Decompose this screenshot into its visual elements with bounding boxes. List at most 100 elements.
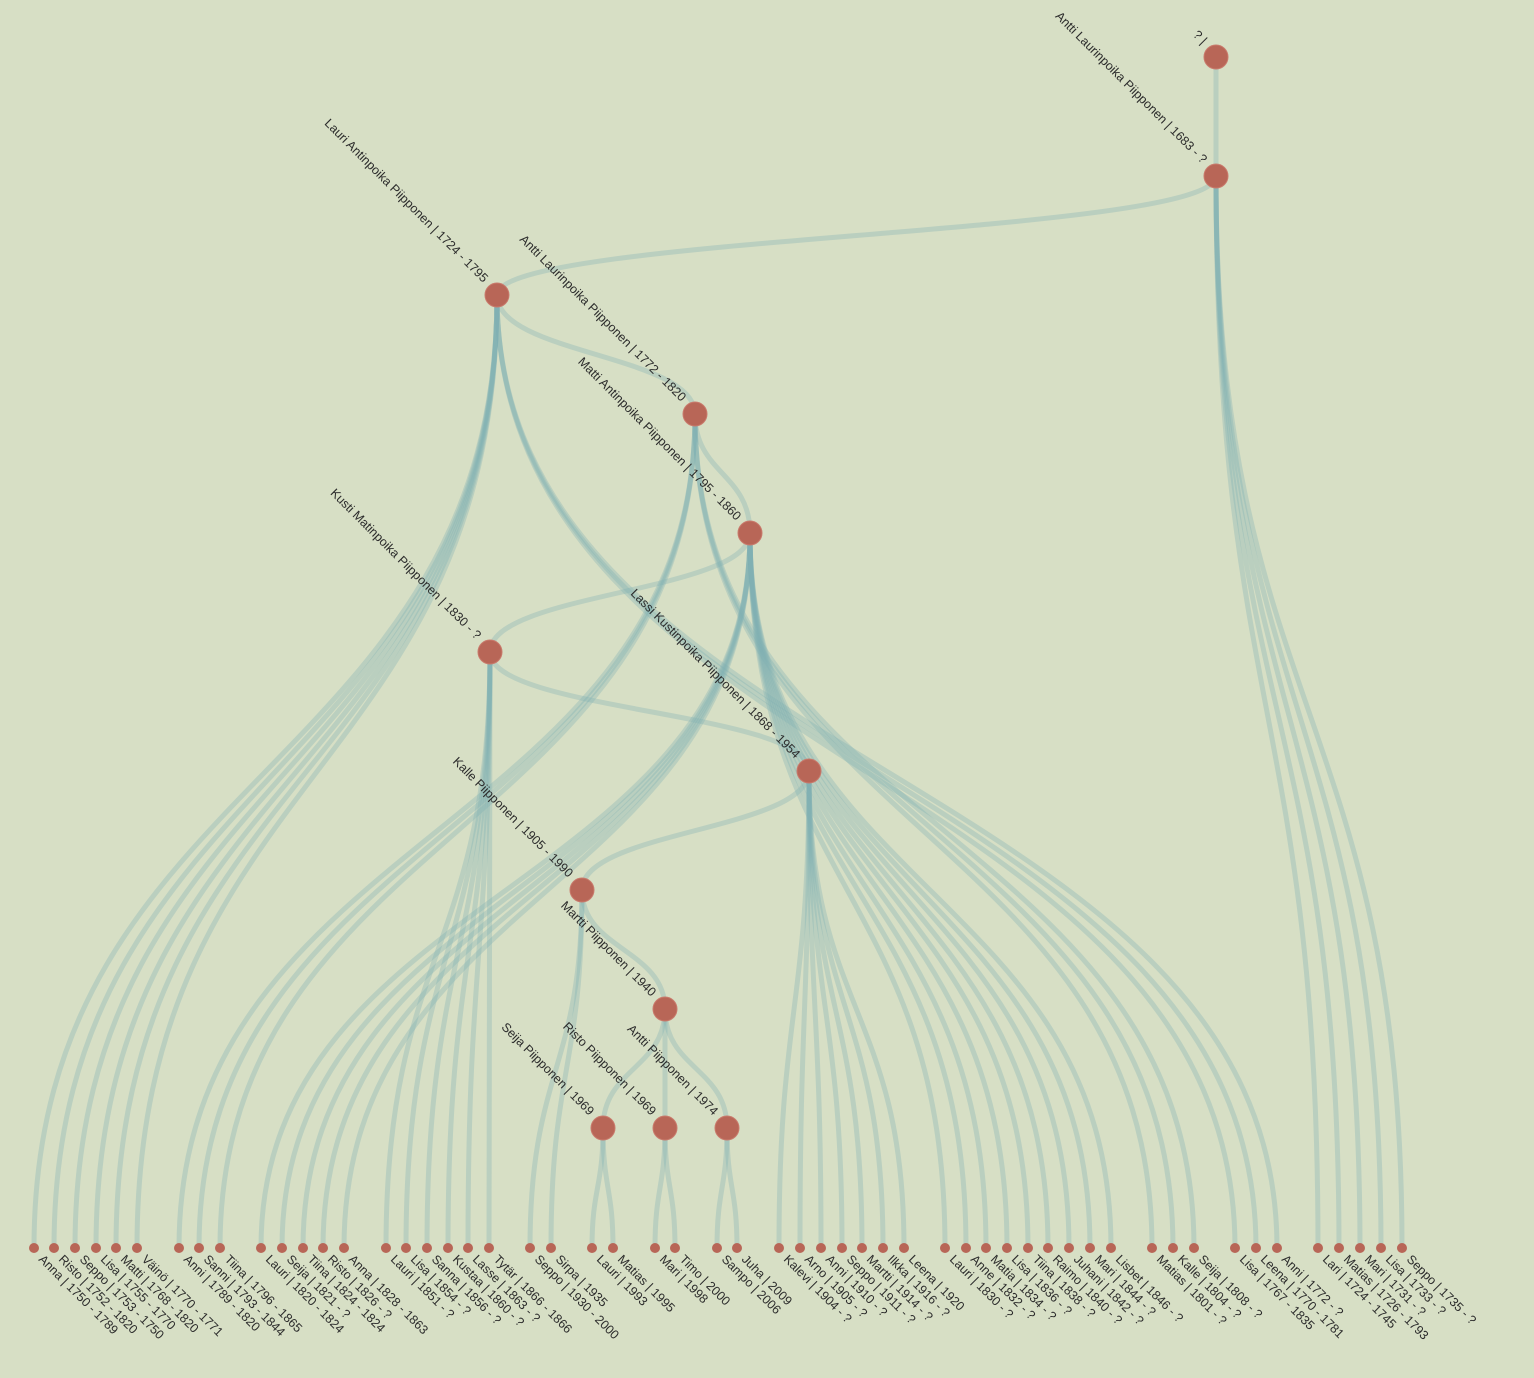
leaf-node[interactable] bbox=[215, 1243, 225, 1253]
person-node-kalle[interactable] bbox=[569, 877, 595, 903]
leaf-link bbox=[424, 649, 493, 1251]
link-martti bbox=[579, 887, 668, 1012]
leaf-link bbox=[806, 768, 907, 1251]
leaf-node[interactable] bbox=[608, 1243, 618, 1253]
leaf-node[interactable] bbox=[1230, 1243, 1240, 1253]
leaf-link bbox=[217, 411, 698, 1251]
leaf-node[interactable] bbox=[1397, 1243, 1407, 1253]
person-node-kusti[interactable] bbox=[477, 639, 503, 665]
leaf-node[interactable] bbox=[712, 1243, 722, 1253]
leaf-node[interactable] bbox=[174, 1243, 184, 1253]
leaf-link bbox=[797, 768, 812, 1251]
leaf-link bbox=[692, 411, 1176, 1251]
leaf-link bbox=[1213, 173, 1405, 1251]
leaf-node[interactable] bbox=[1355, 1243, 1365, 1253]
leaf-node[interactable] bbox=[1168, 1243, 1178, 1253]
leaf-node[interactable] bbox=[339, 1243, 349, 1253]
leaf-node[interactable] bbox=[1189, 1243, 1199, 1253]
link-antti3 bbox=[662, 1006, 730, 1131]
leaf-node[interactable] bbox=[132, 1243, 142, 1253]
leaf-link bbox=[113, 292, 500, 1251]
leaf-link bbox=[31, 292, 500, 1251]
leaf-node[interactable] bbox=[1251, 1243, 1261, 1253]
leaf-node[interactable] bbox=[70, 1243, 80, 1253]
person-node-antti1[interactable] bbox=[1203, 163, 1229, 189]
leaf-node[interactable] bbox=[1023, 1243, 1033, 1253]
leaf-node[interactable] bbox=[1313, 1243, 1323, 1253]
leaf-link bbox=[747, 530, 989, 1251]
person-node-martti[interactable] bbox=[652, 996, 678, 1022]
leaf-node[interactable] bbox=[816, 1243, 826, 1253]
leaf-link bbox=[806, 768, 845, 1251]
leaf-link bbox=[383, 649, 493, 1251]
person-node-lassi[interactable] bbox=[796, 758, 822, 784]
leaf-node[interactable] bbox=[981, 1243, 991, 1253]
leaf-node[interactable] bbox=[1376, 1243, 1386, 1253]
leaf-link bbox=[714, 1125, 730, 1251]
leaf-node[interactable] bbox=[1002, 1243, 1012, 1253]
leaf-node[interactable] bbox=[795, 1243, 805, 1253]
leaf-link bbox=[652, 1125, 668, 1251]
leaf-node[interactable] bbox=[256, 1243, 266, 1253]
leaf-node[interactable] bbox=[546, 1243, 556, 1253]
leaf-node[interactable] bbox=[298, 1243, 308, 1253]
leaf-link bbox=[341, 530, 753, 1251]
leaf-node[interactable] bbox=[1085, 1243, 1095, 1253]
leaf-node[interactable] bbox=[91, 1243, 101, 1253]
leaf-node[interactable] bbox=[277, 1243, 287, 1253]
link-matti bbox=[692, 411, 753, 536]
leaf-link bbox=[134, 292, 500, 1251]
leaf-node[interactable] bbox=[381, 1243, 391, 1253]
leaf-node[interactable] bbox=[1106, 1243, 1116, 1253]
leaf-node[interactable] bbox=[732, 1243, 742, 1253]
leaf-link bbox=[445, 649, 493, 1251]
person-node-antti3[interactable] bbox=[714, 1115, 740, 1141]
leaf-node[interactable] bbox=[49, 1243, 59, 1253]
person-node-seija[interactable] bbox=[590, 1115, 616, 1141]
leaf-node[interactable] bbox=[1043, 1243, 1053, 1253]
leaf-node[interactable] bbox=[961, 1243, 971, 1253]
leaf-node[interactable] bbox=[899, 1243, 909, 1253]
leaf-node[interactable] bbox=[940, 1243, 950, 1253]
leaf-node[interactable] bbox=[857, 1243, 867, 1253]
link-lauri bbox=[494, 173, 1219, 298]
leaf-node[interactable] bbox=[1334, 1243, 1344, 1253]
leaf-node[interactable] bbox=[1064, 1243, 1074, 1253]
person-node-root[interactable] bbox=[1203, 44, 1229, 70]
leaf-node[interactable] bbox=[484, 1243, 494, 1253]
person-node-risto[interactable] bbox=[652, 1115, 678, 1141]
leaf-node[interactable] bbox=[774, 1243, 784, 1253]
leaf-link bbox=[747, 530, 1031, 1251]
leaf-node[interactable] bbox=[443, 1243, 453, 1253]
leaf-node[interactable] bbox=[194, 1243, 204, 1253]
leaf-node[interactable] bbox=[29, 1243, 39, 1253]
leaf-node[interactable] bbox=[422, 1243, 432, 1253]
leaf-node[interactable] bbox=[463, 1243, 473, 1253]
leaf-link bbox=[494, 292, 1238, 1251]
leaf-node[interactable] bbox=[1272, 1243, 1282, 1253]
leaf-link bbox=[1213, 173, 1363, 1251]
leaf-node[interactable] bbox=[837, 1243, 847, 1253]
leaf-link bbox=[93, 292, 500, 1251]
leaf-node[interactable] bbox=[587, 1243, 597, 1253]
leaf-link bbox=[747, 530, 1010, 1251]
leaf-node[interactable] bbox=[318, 1243, 328, 1253]
leaf-node[interactable] bbox=[111, 1243, 121, 1253]
leaf-node[interactable] bbox=[650, 1243, 660, 1253]
leaf-node[interactable] bbox=[878, 1243, 888, 1253]
leaf-node[interactable] bbox=[670, 1243, 680, 1253]
leaf-link bbox=[1213, 173, 1342, 1251]
leaf-link bbox=[806, 768, 886, 1251]
link-kusti bbox=[487, 530, 753, 655]
leaf-link bbox=[494, 292, 1280, 1251]
leaf-node[interactable] bbox=[525, 1243, 535, 1253]
person-node-antti2[interactable] bbox=[682, 401, 708, 427]
person-node-matti[interactable] bbox=[737, 520, 763, 546]
leaf-link bbox=[320, 530, 753, 1251]
leaf-link bbox=[72, 292, 500, 1251]
leaf-link bbox=[806, 768, 865, 1251]
leaf-node[interactable] bbox=[1147, 1243, 1157, 1253]
leaf-link bbox=[465, 649, 493, 1251]
leaf-node[interactable] bbox=[401, 1243, 411, 1253]
person-node-lauri[interactable] bbox=[484, 282, 510, 308]
